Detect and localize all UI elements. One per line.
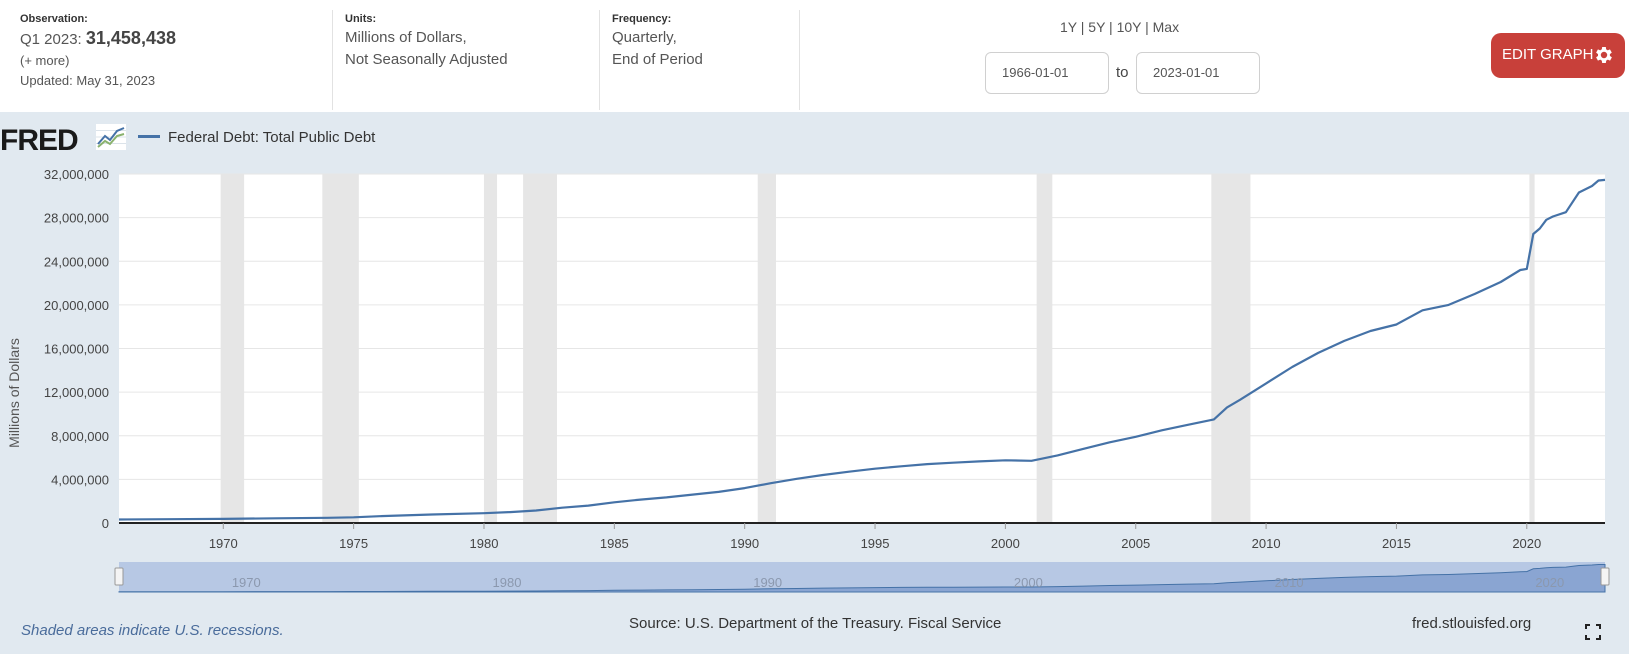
end-date-input[interactable]: 2023-01-01	[1136, 52, 1260, 94]
series-lines	[118, 178, 1606, 521]
units-line-2: Not Seasonally Adjusted	[345, 51, 508, 68]
gear-icon	[1593, 44, 1615, 70]
y-tick-label: 4,000,000	[51, 472, 109, 487]
y-tick-label: 8,000,000	[51, 429, 109, 444]
observation-value: 31,458,438	[85, 28, 176, 48]
updated-date: Updated: May 31, 2023	[20, 73, 156, 88]
x-tick-label: 2015	[1382, 536, 1411, 551]
y-tick-label: 0	[102, 516, 109, 531]
legend-series-name: Federal Debt: Total Public Debt	[168, 129, 376, 146]
date-range-to-label: to	[1116, 64, 1129, 81]
y-axis-title: Millions of Dollars	[6, 338, 22, 448]
date-range-links[interactable]: 1Y | 5Y | 10Y | Max	[1060, 19, 1180, 35]
edit-graph-label: EDIT GRAPH	[1502, 46, 1594, 63]
fullscreen-icon[interactable]	[1585, 624, 1601, 645]
y-tick-label: 12,000,000	[44, 385, 109, 400]
navigator-series-area	[118, 564, 1606, 593]
x-tick-label: 1975	[339, 536, 368, 551]
x-tick-label: 1995	[861, 536, 890, 551]
observation-label: Observation:	[20, 13, 88, 25]
units-block: Units: Millions of Dollars, Not Seasonal…	[345, 10, 508, 110]
frequency-line-2: End of Period	[612, 51, 703, 68]
x-tick-label: 1985	[600, 536, 629, 551]
units-label: Units:	[345, 13, 377, 25]
navigator-tick-label: 2000	[1014, 575, 1043, 590]
recession-note: Shaded areas indicate U.S. recessions.	[21, 622, 284, 639]
column-divider	[599, 10, 600, 110]
x-tick-label: 2000	[991, 536, 1020, 551]
x-tick-label: 2010	[1252, 536, 1281, 551]
y-tick-label: 28,000,000	[44, 211, 109, 226]
column-divider	[332, 10, 333, 110]
x-tick-label: 2020	[1512, 536, 1541, 551]
source-text: Source: U.S. Department of the Treasury.…	[629, 615, 1002, 632]
x-tick-label: 1990	[730, 536, 759, 551]
more-observations-link[interactable]: (+ more)	[20, 53, 70, 68]
observation-value-line: Q1 2023: 31,458,438	[20, 27, 176, 51]
debt-line-chart[interactable]: 0 4,000,000 8,000,000 12,000,000 16,000,000 2…	[0, 112, 1629, 602]
x-axis-ticks: 1970 1975 1980 1985 1990 1995 2000 2005 2010 2015…	[119, 522, 1605, 551]
series-line	[118, 178, 1606, 521]
frequency-line-1: Quarterly,	[612, 29, 677, 46]
x-tick-label: 1970	[209, 536, 238, 551]
chart-legend[interactable]: Federal Debt: Total Public Debt	[138, 129, 375, 146]
y-tick-label: 16,000,000	[44, 342, 109, 357]
gridlines	[119, 173, 1605, 480]
observation-block: Observation: Q1 2023: 31,458,438 (+ more…	[20, 10, 176, 110]
column-divider	[799, 10, 800, 110]
x-tick-label: 1980	[470, 536, 499, 551]
y-tick-label: 20,000,000	[44, 298, 109, 313]
navigator-tick-label: 1990	[753, 575, 782, 590]
site-link[interactable]: fred.stlouisfed.org	[1412, 615, 1532, 632]
legend-swatch	[138, 134, 160, 138]
frequency-label: Frequency:	[612, 13, 672, 25]
navigator-handle[interactable]	[1600, 567, 1610, 586]
y-axis-ticks: 0 4,000,000 8,000,000 12,000,000 16,000,000 2…	[44, 167, 109, 531]
x-tick-label: 2005	[1121, 536, 1150, 551]
frequency-block: Frequency: Quarterly, End of Period	[612, 10, 703, 110]
navigator-tick-label: 2020	[1535, 575, 1564, 590]
series-header: Observation: Q1 2023: 31,458,438 (+ more…	[0, 0, 1629, 112]
range-navigator[interactable]: 1970 1980 1990 2000 2010 2020	[114, 562, 1610, 593]
fred-logo[interactable]: FRED	[0, 124, 79, 157]
y-tick-label: 32,000,000	[44, 167, 109, 182]
fred-chart-icon	[96, 124, 126, 155]
navigator-tick-label: 1970	[232, 575, 261, 590]
y-tick-label: 24,000,000	[44, 254, 109, 269]
navigator-handle[interactable]	[114, 567, 124, 586]
observation-period: Q1 2023:	[20, 31, 82, 48]
units-line-1: Millions of Dollars,	[345, 29, 467, 46]
start-date-input[interactable]: 1966-01-01	[985, 52, 1109, 94]
edit-graph-button[interactable]: EDIT GRAPH	[1491, 33, 1625, 78]
navigator-tick-label: 1980	[493, 575, 522, 590]
navigator-tick-label: 2010	[1275, 575, 1304, 590]
